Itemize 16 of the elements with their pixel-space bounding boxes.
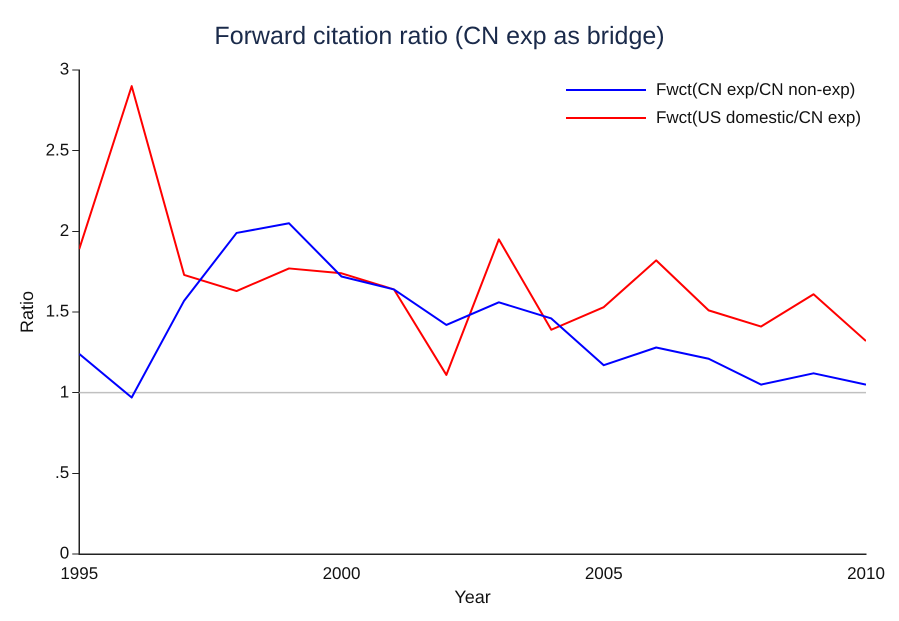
y-axis-title: Ratio bbox=[16, 290, 37, 334]
x-axis-title: Year bbox=[454, 587, 491, 608]
legend-label: Fwct(CN exp/CN non-exp) bbox=[656, 79, 856, 101]
x-tick-label: 1995 bbox=[60, 564, 98, 583]
y-tick-label: 1.5 bbox=[46, 302, 70, 321]
y-tick-label: 0 bbox=[60, 544, 70, 563]
x-tick-label: 2010 bbox=[847, 564, 885, 583]
x-tick-label: 2000 bbox=[322, 564, 360, 583]
chart-title: Forward citation ratio (CN exp as bridge) bbox=[214, 22, 665, 50]
x-tick-label: 2005 bbox=[584, 564, 623, 583]
legend-label: Fwct(US domestic/CN exp) bbox=[656, 107, 861, 129]
y-tick-label: 1 bbox=[60, 382, 70, 402]
y-tick-label: 2 bbox=[60, 221, 70, 240]
y-tick-label: 3 bbox=[60, 60, 70, 79]
y-tick-label: .5 bbox=[55, 463, 70, 482]
y-tick-label: 2.5 bbox=[46, 140, 70, 160]
